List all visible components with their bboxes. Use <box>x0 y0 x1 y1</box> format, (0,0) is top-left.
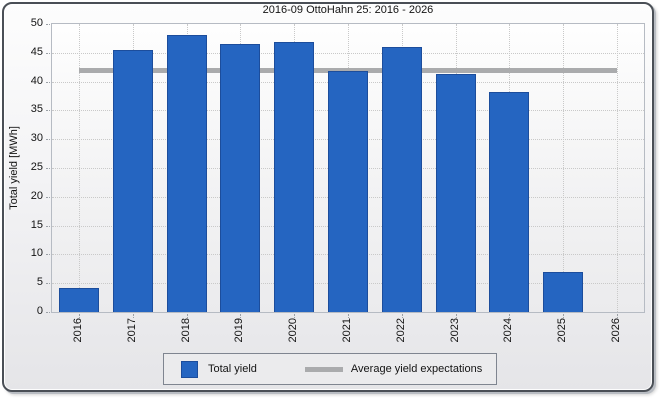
bar-2024 <box>489 92 529 312</box>
y-tick-label: 5 <box>36 276 43 288</box>
y-tick-label: 25 <box>30 161 43 173</box>
legend-label-total-yield: Total yield <box>208 363 257 375</box>
y-tick-label: 40 <box>30 75 43 87</box>
y-axis-tick <box>46 24 50 25</box>
x-axis-tick <box>456 314 457 318</box>
x-tick-label-2020: 2020 <box>287 318 299 343</box>
y-axis-tick <box>46 312 50 313</box>
y-tick-label: 15 <box>30 219 43 231</box>
bar-2019 <box>220 44 260 312</box>
total-yield-swatch-icon <box>181 360 198 378</box>
y-axis-tick <box>46 110 50 111</box>
x-tick-label-2024: 2024 <box>502 318 514 343</box>
x-tick-label-2025: 2025 <box>556 318 568 343</box>
x-axis-tick <box>294 314 295 318</box>
y-axis-tick <box>46 82 50 83</box>
x-tick-label-2026: 2026 <box>610 318 622 343</box>
y-tick-label: 45 <box>30 46 43 58</box>
y-axis-tick <box>46 168 50 169</box>
y-axis-tick <box>46 283 50 284</box>
gridline-vertical <box>617 24 618 312</box>
y-tick-label: 35 <box>30 103 43 115</box>
x-axis-tick <box>79 314 80 318</box>
x-axis-tick <box>348 314 349 318</box>
x-axis-tick <box>617 314 618 318</box>
bar-2022 <box>382 47 422 312</box>
x-axis-tick <box>402 314 403 318</box>
gridline-vertical <box>563 24 564 312</box>
x-tick-label-2017: 2017 <box>126 318 138 343</box>
y-tick-label: 10 <box>30 247 43 259</box>
bar-2020 <box>274 42 314 312</box>
y-axis-tick <box>46 254 50 255</box>
gridline-vertical <box>79 24 80 312</box>
chart-legend: Total yield Average yield expectations <box>163 353 497 385</box>
y-axis-tick <box>46 197 50 198</box>
x-tick-label-2023: 2023 <box>449 318 461 343</box>
x-tick-label-2018: 2018 <box>180 318 192 343</box>
bar-2017 <box>113 50 153 312</box>
chart-title: 2016-09 OttoHahn 25: 2016 - 2026 <box>262 4 434 16</box>
y-axis-tick <box>46 226 50 227</box>
legend-label-average-expectations: Average yield expectations <box>350 363 483 375</box>
bar-2016 <box>59 288 99 312</box>
bar-2018 <box>167 35 207 312</box>
x-axis-tick <box>563 314 564 318</box>
average-yield-line <box>79 68 617 73</box>
x-axis-tick <box>509 314 510 318</box>
x-tick-label-2022: 2022 <box>395 318 407 343</box>
x-tick-label-2021: 2021 <box>341 318 353 343</box>
y-axis-tick <box>46 139 50 140</box>
y-tick-label: 0 <box>36 305 43 317</box>
x-tick-label-2016: 2016 <box>72 318 84 343</box>
x-axis-tick <box>133 314 134 318</box>
x-tick-label-2019: 2019 <box>233 318 245 343</box>
average-line-swatch-icon <box>304 366 343 372</box>
y-tick-label: 30 <box>30 132 43 144</box>
x-axis-tick <box>187 314 188 318</box>
y-tick-label: 50 <box>30 17 43 29</box>
bar-2023 <box>436 74 476 312</box>
bar-2021 <box>328 71 368 312</box>
y-axis-tick <box>46 53 50 54</box>
bar-2025 <box>543 272 583 312</box>
y-tick-label: 20 <box>30 190 43 202</box>
x-axis-tick <box>240 314 241 318</box>
